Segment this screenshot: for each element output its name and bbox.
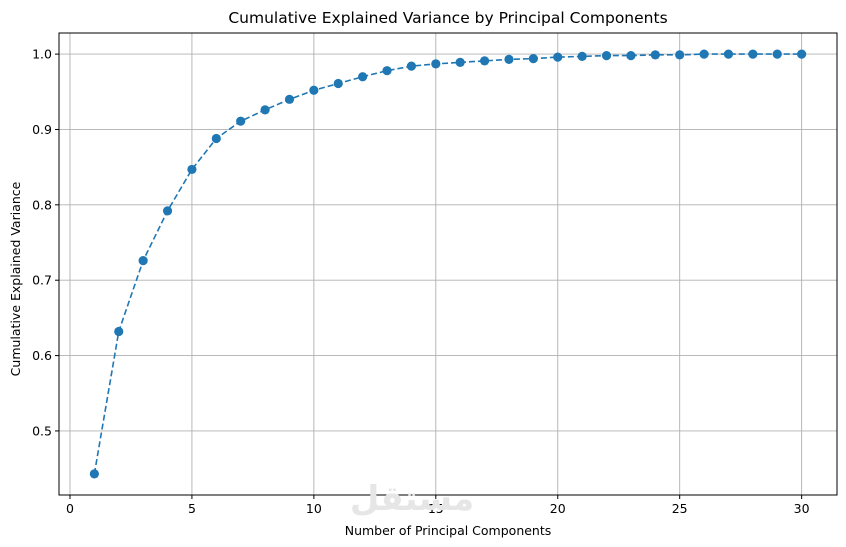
data-point	[455, 57, 465, 67]
x-tick-label: 30	[794, 501, 810, 516]
y-tick-label: 0.9	[32, 122, 52, 137]
y-tick-label: 0.7	[32, 273, 52, 288]
data-point	[333, 78, 343, 89]
data-point	[772, 49, 782, 59]
data-point	[211, 133, 221, 144]
y-axis-ticks: 0.5 0.6 0.7 0.8 0.9 1.0	[32, 47, 59, 438]
data-point	[553, 52, 563, 62]
data-point	[89, 469, 99, 479]
grid-lines	[59, 33, 837, 495]
x-axis-label: Number of Principal Components	[345, 523, 552, 538]
data-point	[723, 49, 734, 59]
data-points	[89, 49, 807, 479]
data-point	[577, 51, 587, 61]
data-point	[236, 116, 246, 126]
data-point	[114, 326, 124, 337]
y-tick-label: 0.8	[32, 197, 52, 212]
y-tick-label: 0.5	[32, 423, 52, 438]
data-point	[699, 49, 709, 59]
data-point	[406, 61, 417, 71]
series-line	[93, 53, 802, 475]
data-point	[528, 54, 538, 64]
x-tick-label: 10	[306, 501, 322, 516]
watermark-logo: مستقل	[350, 479, 474, 519]
data-point	[138, 256, 148, 266]
data-point	[187, 164, 197, 175]
x-tick-label: 5	[188, 501, 196, 516]
y-axis-label: Cumulative Explained Variance	[8, 181, 23, 376]
data-point	[504, 54, 514, 64]
x-tick-label: 0	[66, 501, 74, 516]
data-point	[626, 51, 636, 61]
data-point	[797, 49, 807, 59]
data-point	[601, 51, 612, 61]
x-tick-label: 15	[428, 501, 444, 516]
data-point	[650, 50, 660, 60]
x-tick-label: 25	[672, 501, 688, 516]
data-point	[748, 49, 758, 59]
y-tick-label: 1.0	[32, 47, 52, 62]
data-point	[260, 105, 270, 115]
chart-title: Cumulative Explained Variance by Princip…	[228, 9, 667, 27]
data-point	[479, 56, 490, 66]
data-point	[162, 206, 173, 216]
data-point	[382, 66, 392, 76]
plot-frame	[58, 32, 838, 496]
y-tick-label: 0.6	[32, 348, 52, 363]
x-axis-ticks: 0 5 10 15 20 25 30	[66, 495, 810, 516]
data-point	[284, 94, 295, 104]
data-point	[309, 85, 319, 95]
data-point	[358, 72, 368, 82]
data-point	[431, 59, 441, 69]
data-point	[675, 50, 685, 60]
x-tick-label: 20	[550, 501, 566, 516]
